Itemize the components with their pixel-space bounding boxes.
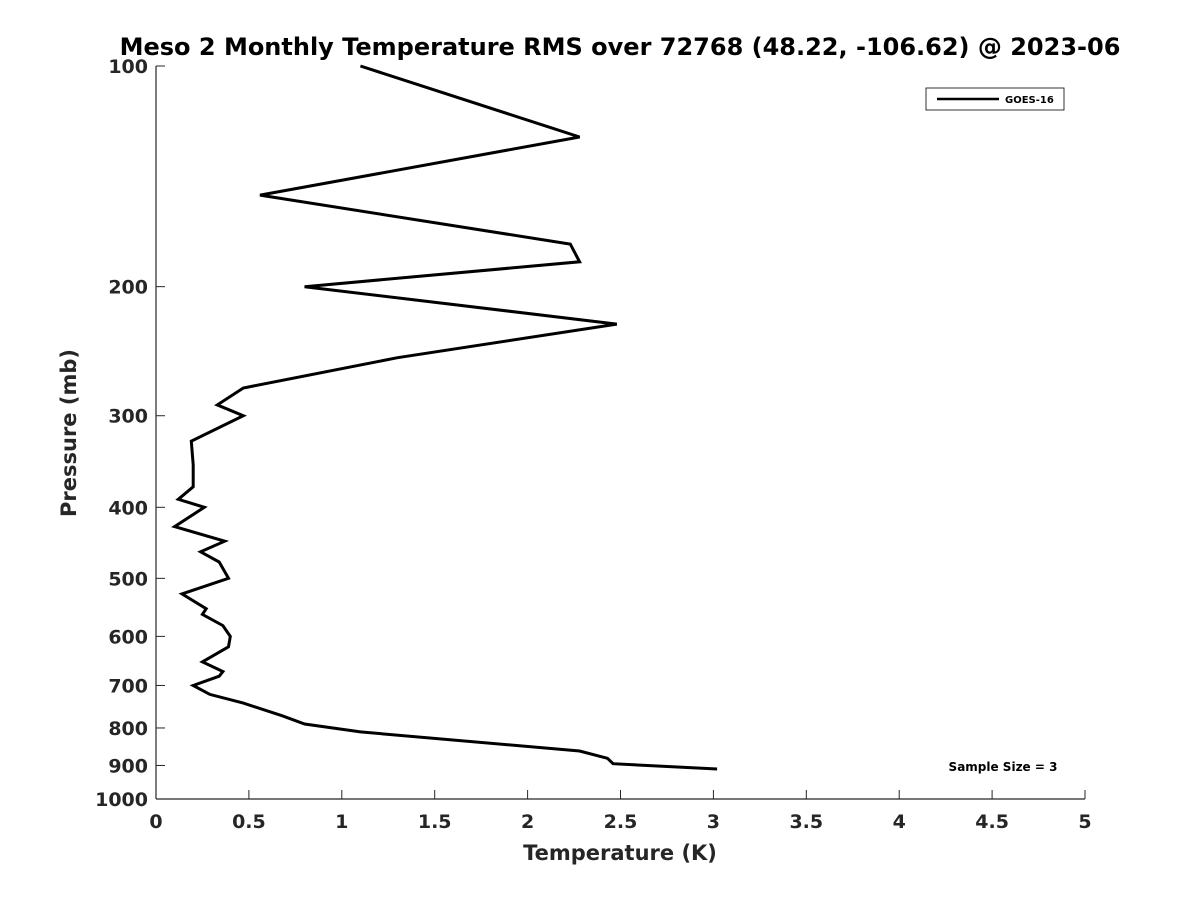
y-tick-label: 300 — [108, 406, 148, 428]
x-tick-label: 3 — [707, 811, 720, 833]
x-tick-label: 0 — [149, 811, 162, 833]
axis-ticks: 0 0.5 1 1.5 2 2.5 3 3.5 4 4.5 5 100 200 300 400 500 600 7… — [95, 56, 1092, 833]
legend: GOES-16 — [925, 87, 1065, 111]
x-tick-label: 3.5 — [789, 811, 823, 833]
series-line-goes-16 — [171, 64, 718, 771]
legend-entry-goes-16: GOES-16 — [1005, 95, 1054, 106]
series-layer — [171, 64, 718, 771]
plot-area — [156, 66, 1085, 799]
y-tick-label: 700 — [108, 675, 148, 697]
y-axis-label: Pressure (mb) — [57, 349, 81, 517]
x-tick-label: 2.5 — [604, 811, 638, 833]
x-tick-label: 4 — [893, 811, 906, 833]
x-tick-label: 2 — [521, 811, 534, 833]
x-tick-label: 5 — [1078, 811, 1091, 833]
y-tick-label: 100 — [108, 56, 148, 78]
x-tick-label: 4.5 — [975, 811, 1009, 833]
y-tick-label: 1000 — [95, 789, 148, 811]
y-tick-label: 900 — [108, 755, 148, 777]
sample-size-annotation: Sample Size = 3 — [949, 760, 1058, 774]
x-axis-label: Temperature (K) — [523, 841, 717, 865]
y-tick-label: 200 — [108, 277, 148, 299]
x-tick-label: 0.5 — [232, 811, 266, 833]
y-tick-label: 800 — [108, 718, 148, 740]
y-tick-label: 500 — [108, 568, 148, 590]
x-tick-label: 1.5 — [418, 811, 452, 833]
chart-title: Meso 2 Monthly Temperature RMS over 7276… — [120, 33, 1121, 61]
y-tick-label: 600 — [108, 626, 148, 648]
x-tick-label: 1 — [335, 811, 348, 833]
y-tick-label: 400 — [108, 497, 148, 519]
